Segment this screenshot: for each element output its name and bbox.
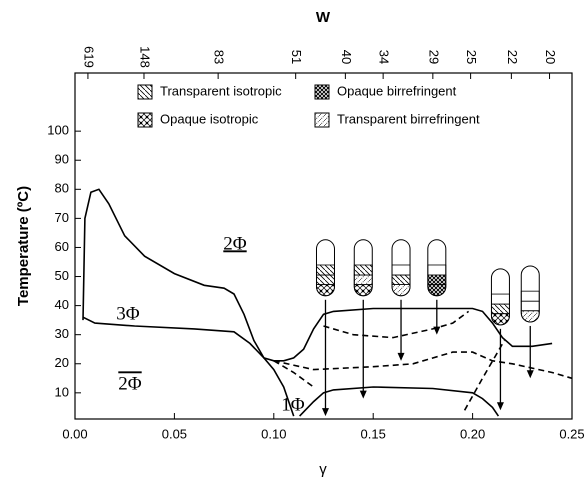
tube-band — [427, 284, 447, 297]
tube-band — [491, 313, 510, 326]
tube-band — [391, 274, 411, 285]
top-tick-label: 83 — [212, 50, 227, 64]
top-tick-label: 29 — [426, 50, 441, 64]
y-axis-title: Temperature (ºC) — [15, 186, 32, 306]
y-tick-label: 70 — [55, 210, 69, 225]
y-tick-label: 90 — [55, 152, 69, 167]
dashed-curve — [273, 351, 573, 380]
tube-band — [520, 290, 540, 302]
legend-swatch — [137, 112, 153, 128]
tube-band — [316, 264, 335, 276]
phase-label: 2Φ — [118, 373, 142, 394]
top-tick-label: 619 — [81, 46, 96, 68]
tube-band — [391, 264, 411, 276]
phase-label: 2Φ — [223, 233, 247, 254]
arrow-head — [321, 408, 329, 417]
dashed-curve — [463, 340, 506, 411]
top-tick-label: 148 — [138, 46, 153, 68]
legend-label: Opaque isotropic — [160, 111, 259, 126]
tube-band — [316, 274, 335, 285]
tube-outline — [490, 268, 510, 326]
phase-boundary — [299, 386, 500, 417]
phase-label: 3Φ — [116, 303, 140, 324]
phase-boundary — [82, 307, 553, 362]
y-tick-label: 50 — [55, 268, 69, 283]
x-tick-label: 0.05 — [162, 426, 187, 441]
top-tick-label: 51 — [289, 50, 304, 64]
sample-tube — [427, 239, 447, 297]
legend-label: Transparent birrefringent — [337, 111, 480, 126]
legend-label: Transparent isotropic — [160, 83, 282, 98]
top-tick-label: 34 — [377, 50, 392, 64]
dashed-curve — [273, 360, 315, 388]
x-tick-label: 0.20 — [460, 426, 485, 441]
phase-label: 1Φ — [281, 394, 305, 415]
y-tick-label: 20 — [55, 355, 69, 370]
top-tick-label: 25 — [464, 50, 479, 64]
tube-band — [491, 303, 510, 315]
tube-outline — [391, 239, 411, 297]
tube-outline — [315, 239, 335, 297]
arrow-head — [496, 402, 504, 411]
x-axis-title: γ — [319, 461, 327, 478]
tube-band — [353, 284, 373, 297]
tube-band — [491, 293, 510, 305]
tube-outline — [427, 239, 447, 297]
arrow-head — [359, 390, 367, 399]
phase-boundary — [82, 188, 295, 417]
top-axis-title: W — [316, 9, 331, 26]
tube-outline — [520, 265, 540, 323]
top-tick-label: 20 — [543, 50, 558, 64]
sample-tube — [490, 268, 510, 326]
tube-band — [353, 264, 373, 276]
legend-swatch — [314, 112, 330, 128]
plot-frame — [74, 72, 573, 420]
dashed-curve — [323, 310, 470, 339]
sample-tube — [391, 239, 411, 297]
arrow-head — [526, 370, 534, 379]
y-tick-label: 100 — [47, 123, 69, 138]
tube-outline — [353, 239, 373, 297]
y-tick-label: 10 — [55, 384, 69, 399]
y-tick-label: 40 — [55, 297, 69, 312]
arrow-head — [433, 326, 441, 335]
tube-band — [316, 284, 335, 297]
y-tick-label: 30 — [55, 326, 69, 341]
x-tick-label: 0.25 — [559, 426, 584, 441]
arrow-head — [397, 352, 405, 361]
legend-swatch — [314, 84, 330, 100]
tube-band — [391, 284, 411, 297]
tube-band — [353, 274, 373, 285]
x-tick-label: 0.10 — [261, 426, 286, 441]
sample-tube — [353, 239, 373, 297]
top-tick-label: 40 — [339, 50, 354, 64]
y-tick-label: 80 — [55, 181, 69, 196]
tube-band — [427, 274, 447, 285]
x-tick-label: 0.15 — [361, 426, 386, 441]
legend-swatch — [137, 84, 153, 100]
tube-band — [520, 310, 540, 323]
tube-band — [520, 300, 540, 312]
tube-band — [427, 264, 447, 276]
x-tick-label: 0.00 — [62, 426, 87, 441]
sample-tube — [315, 239, 335, 297]
sample-tube — [520, 265, 540, 323]
legend-label: Opaque birrefringent — [337, 83, 457, 98]
legend: Transparent isotropic Opaque birrefringe… — [137, 83, 480, 128]
y-tick-label: 60 — [55, 239, 69, 254]
top-tick-label: 22 — [505, 50, 520, 64]
